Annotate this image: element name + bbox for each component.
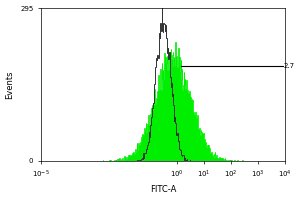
- Y-axis label: Events: Events: [6, 70, 15, 99]
- X-axis label: FITC-A: FITC-A: [150, 185, 176, 194]
- Text: 2.7: 2.7: [283, 63, 294, 69]
